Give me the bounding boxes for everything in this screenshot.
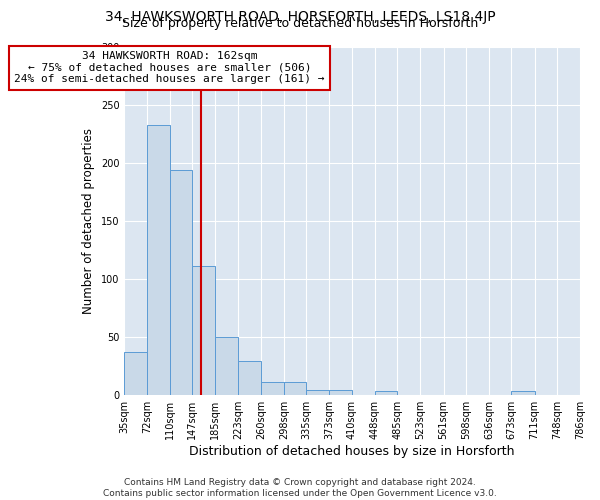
Bar (124, 352, 147, 395)
Bar (147, 126, 170, 394)
Bar (329, 390, 352, 394)
Bar (215, 336, 238, 394)
Text: 34 HAWKSWORTH ROAD: 162sqm
← 75% of detached houses are smaller (506)
24% of sem: 34 HAWKSWORTH ROAD: 162sqm ← 75% of deta… (14, 51, 325, 84)
Bar (193, 266, 215, 394)
Bar (307, 390, 329, 394)
Y-axis label: Number of detached properties: Number of detached properties (82, 128, 95, 314)
Text: Size of property relative to detached houses in Horsforth: Size of property relative to detached ho… (122, 18, 478, 30)
X-axis label: Distribution of detached houses by size in Horsforth: Distribution of detached houses by size … (190, 444, 515, 458)
Text: 34, HAWKSWORTH ROAD, HORSFORTH, LEEDS, LS18 4JP: 34, HAWKSWORTH ROAD, HORSFORTH, LEEDS, L… (104, 10, 496, 24)
Bar (375, 391, 397, 394)
Bar (261, 382, 284, 394)
Bar (170, 170, 193, 394)
Bar (284, 382, 307, 394)
Text: Contains HM Land Registry data © Crown copyright and database right 2024.
Contai: Contains HM Land Registry data © Crown c… (103, 478, 497, 498)
Bar (511, 391, 535, 394)
Bar (238, 361, 261, 394)
